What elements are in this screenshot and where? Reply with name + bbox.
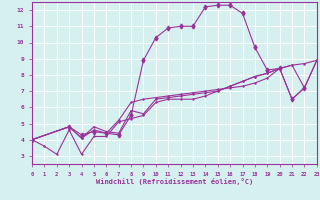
X-axis label: Windchill (Refroidissement éolien,°C): Windchill (Refroidissement éolien,°C): [96, 178, 253, 185]
